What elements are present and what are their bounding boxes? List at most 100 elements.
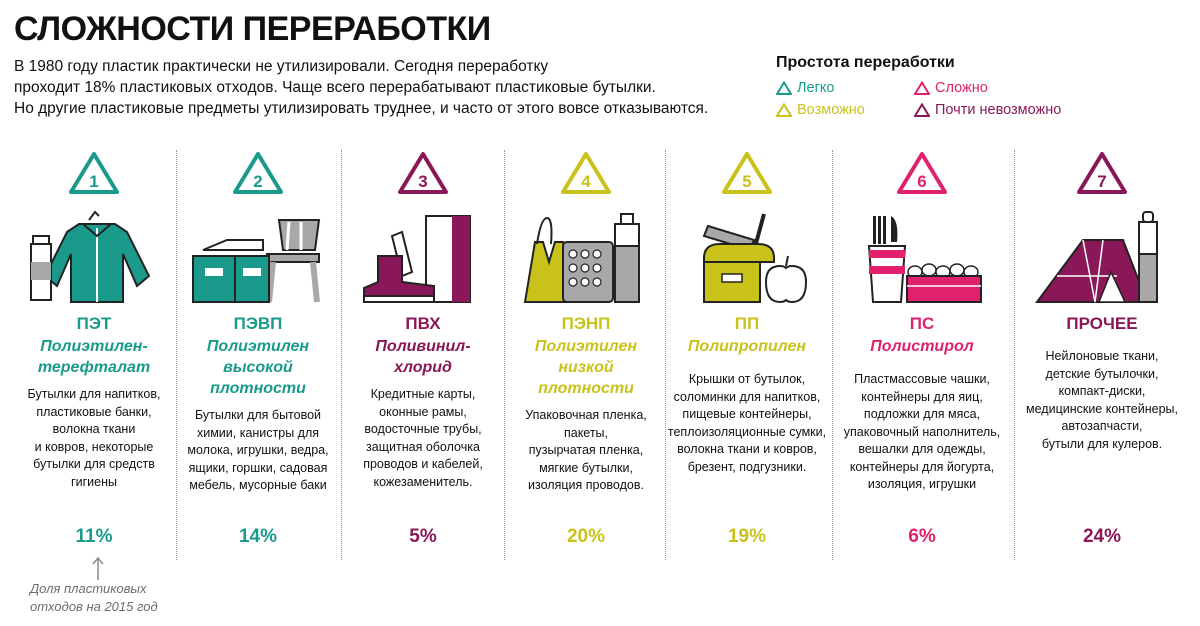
plastic-abbreviation: ПС: [909, 314, 935, 333]
plastic-share-percent: 14%: [238, 526, 278, 547]
desc-line: компакт-диски,: [1058, 384, 1146, 398]
desc-line: мягкие бутылки,: [539, 460, 633, 475]
lunchbox-apple-icon: [702, 213, 808, 304]
plastic-column-other: 7 ПРОЧЕЕ Нейлоновые ткани, детские бутыл…: [1020, 150, 1184, 560]
recycle-triangle-icon: 6: [897, 152, 947, 194]
column-divider: [504, 150, 505, 560]
desc-line: упаковочный наполнитель,: [843, 424, 1001, 439]
desc-line: брезент, подгузники.: [687, 459, 807, 474]
desc-line: изоляция проводов.: [528, 478, 644, 492]
desc-line: Кредитные карты,: [370, 387, 476, 401]
plastic-full-name: Полипропилен: [665, 336, 829, 357]
plastic-share-percent: 11%: [75, 526, 113, 547]
triangle-icon: [776, 103, 792, 117]
plastic-description: Бутылки для бытовой химии, канистры для …: [176, 407, 340, 495]
desc-line: защитная оболочка: [366, 439, 480, 454]
desc-line: химии, канистры для: [196, 425, 320, 440]
desc-line: пищевые контейнеры,: [682, 407, 812, 421]
desc-line: гигиены: [71, 474, 117, 489]
desc-line: оконные рамы,: [379, 404, 467, 419]
name-line: терефталат: [37, 359, 151, 376]
desc-line: медицинские контейнеры,: [1026, 401, 1178, 416]
plastic-number: 3: [418, 172, 427, 191]
page-title: СЛОЖНОСТИ ПЕРЕРАБОТКИ: [14, 10, 491, 48]
desc-line: теплоизоляционные сумки,: [667, 424, 827, 439]
name-line: высокой: [223, 359, 293, 376]
column-divider: [1014, 150, 1015, 560]
legend-label: Легко: [797, 80, 835, 96]
plastic-description: Упаковочная пленка, пакеты, пузырчатая п…: [504, 407, 668, 495]
desc-line: кожезаменитель.: [373, 474, 473, 489]
plastic-number: 1: [89, 172, 98, 191]
footnote-line: Доля пластиковых: [30, 581, 147, 596]
desc-line: Упаковочная пленка,: [525, 408, 647, 422]
desc-line: ящики, горшки, садовая: [188, 460, 328, 475]
desc-line: бутылки для средств: [33, 457, 155, 471]
plastic-share-percent: 20%: [566, 526, 606, 547]
desc-line: водосточные трубы,: [364, 422, 482, 436]
arrow-up-icon: [92, 556, 104, 580]
desc-line: пузырчатая пленка,: [528, 443, 644, 457]
legend: Простота переработки Легко Возможно Слож…: [776, 54, 1196, 124]
plastic-abbreviation: ПЭНП: [561, 314, 611, 333]
plastic-full-name: Поливинил- хлорид: [341, 336, 505, 378]
desc-line: Бутылки для бытовой: [194, 408, 322, 422]
plastic-abbreviation: ПЭВП: [233, 314, 283, 333]
desc-line: Бутылки для напитков,: [27, 387, 161, 401]
recycle-triangle-icon: 4: [561, 152, 611, 194]
column-divider: [176, 150, 177, 560]
plastic-description: Бутылки для напитков, пластиковые банки,…: [12, 386, 176, 491]
name-line: хлорид: [394, 359, 452, 376]
plastic-description: Нейлоновые ткани, детские бутылочки, ком…: [1020, 348, 1184, 453]
tent-bottle-icon: [1035, 211, 1158, 303]
name-line: плотности: [538, 380, 634, 397]
plastic-abbreviation: ПРОЧЕЕ: [1066, 314, 1138, 333]
plastic-full-name: Полиэтилен низкой плотности: [504, 336, 668, 399]
plastic-column-ldpe: 4 ПЭНП Полиэтилен низкой плотности Упако…: [504, 150, 668, 560]
desc-line: соломинки для напитков,: [673, 389, 821, 404]
desc-line: изоляция, игрушки: [867, 477, 977, 491]
desc-line: контейнеры для яиц,: [861, 389, 983, 404]
legend-item-hard: Сложно: [914, 80, 988, 96]
column-divider: [832, 150, 833, 560]
intro-line: В 1980 году пластик практически не утили…: [14, 58, 549, 75]
legend-title: Простота переработки: [776, 54, 955, 71]
name-line: Полиэтилен-: [40, 338, 148, 355]
name-line: низкой: [558, 359, 614, 376]
plastic-description: Пластмассовые чашки, контейнеры для яиц,…: [840, 371, 1004, 494]
plastic-number: 6: [917, 172, 926, 191]
recycle-triangle-icon: 5: [722, 152, 772, 194]
plastic-column-pet: 1 ПЭТ Полиэтилен- терефталат Бутылки для…: [12, 150, 176, 560]
plastic-number: 5: [742, 172, 751, 191]
plastic-abbreviation: ПВХ: [405, 314, 441, 333]
jacket-bottle-icon: [30, 210, 151, 303]
plastic-full-name: Полистирол: [840, 336, 1004, 357]
name-line: Полистирол: [870, 338, 974, 355]
intro-line: Но другие пластиковые предметы утилизиро…: [14, 100, 709, 117]
desc-line: подложки для мяса,: [863, 407, 981, 421]
desc-line: проводов и кабелей,: [363, 457, 483, 471]
triangle-icon: [914, 103, 930, 117]
name-line: Полиэтилен: [206, 338, 310, 355]
plastic-abbreviation: ПЭТ: [76, 314, 112, 333]
recycle-triangle-icon: 2: [233, 152, 283, 194]
legend-item-easy: Легко: [776, 80, 834, 96]
plastic-share-percent: 19%: [727, 526, 767, 547]
intro-line: проходит 18% пластиковых отходов. Чаще в…: [14, 79, 656, 96]
desc-line: детские бутылочки,: [1045, 366, 1159, 381]
desc-line: и ковров, некоторые: [34, 439, 154, 454]
desc-line: мебель, мусорные баки: [189, 478, 327, 492]
plastic-number: 7: [1097, 172, 1106, 191]
desc-line: автозапчасти,: [1061, 419, 1143, 433]
plastic-abbreviation: ПП: [734, 314, 760, 333]
bag-bubblewrap-icon: [523, 213, 640, 303]
legend-item-possible: Возможно: [776, 102, 865, 118]
desc-line: пластиковые банки,: [36, 404, 152, 419]
plastic-full-name: Полиэтилен высокой плотности: [176, 336, 340, 399]
legend-label: Сложно: [935, 80, 988, 96]
desc-line: волокна ткани и ковров,: [677, 442, 817, 456]
crate-chair-icon: [192, 219, 321, 303]
legend-label: Возможно: [797, 102, 865, 118]
plastic-share-percent: 5%: [409, 526, 437, 547]
desc-line: вешалки для одежды,: [858, 442, 986, 456]
